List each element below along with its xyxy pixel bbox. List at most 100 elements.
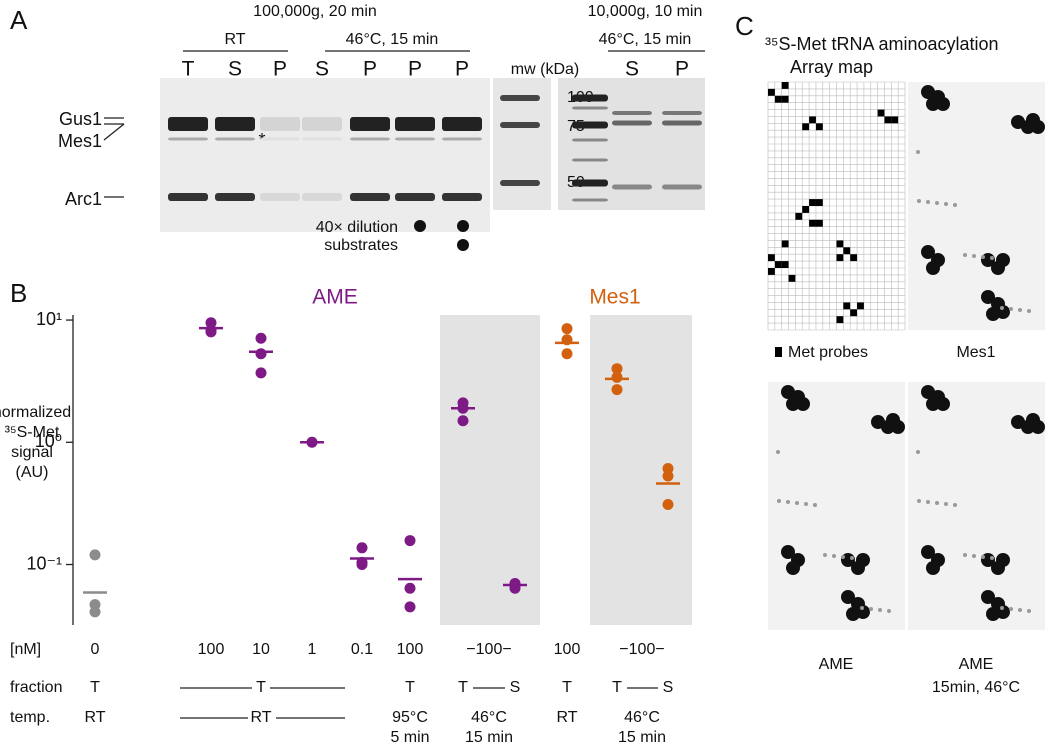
header: 10,000g, 10 min [588, 3, 703, 20]
data-point [561, 323, 573, 335]
array-spot [936, 397, 950, 411]
group-label: RT [224, 31, 245, 48]
gel-band [572, 121, 608, 129]
gel-band [215, 137, 255, 141]
array-spot [1018, 308, 1022, 312]
legend-marker [775, 347, 782, 357]
array-spot [869, 607, 873, 611]
data-point [404, 601, 416, 613]
y-axis-label: signal [11, 444, 53, 461]
array-spot [916, 450, 920, 454]
array-spot [860, 606, 864, 610]
label: P [363, 58, 377, 81]
y-tick-label: 10¹ [36, 309, 62, 329]
array-spot [781, 545, 795, 559]
array-spot [981, 255, 985, 259]
probe-cell [843, 302, 851, 310]
probe-cell [836, 316, 844, 324]
annotation: Mes1 [589, 286, 640, 309]
array-spot [786, 397, 800, 411]
gel-band [395, 117, 435, 131]
array-spot [917, 199, 921, 203]
gel-band [662, 184, 702, 190]
data-point [255, 367, 267, 379]
array-spot [981, 555, 985, 559]
row-cell: T [612, 679, 622, 696]
row-cell: RT [250, 709, 271, 726]
probe-cell [768, 254, 775, 262]
array-spot [1009, 607, 1013, 611]
gel-band [302, 137, 342, 141]
y-axis-label: ³⁵S-Met [5, 424, 60, 441]
gel-band [662, 120, 702, 126]
probe-cell [809, 219, 816, 227]
gel-band [572, 106, 608, 110]
probe-cell [815, 199, 823, 206]
array-spot [944, 202, 948, 206]
array-spot [953, 503, 957, 507]
row-label: temp. [10, 709, 50, 726]
caption: Mes1 [956, 344, 995, 361]
row-cell: −100− [619, 641, 664, 658]
array-spot [917, 499, 921, 503]
condition: substrates [324, 237, 398, 254]
condition: 40× dilution [316, 219, 398, 236]
data-point [662, 470, 674, 482]
row-cell: T [562, 679, 572, 696]
row-label: [nM] [10, 641, 41, 658]
array-spot [926, 561, 940, 575]
row-cell: 5 min [390, 729, 429, 746]
gel [160, 78, 490, 232]
y-tick-label: 10⁻¹ [26, 553, 62, 573]
row-cell: 10 [252, 641, 270, 658]
row-cell: 15 min [465, 729, 513, 746]
probe-cell [781, 261, 789, 268]
array-spot [935, 501, 939, 505]
label: T [182, 58, 195, 81]
array-spot [935, 201, 939, 205]
probe-cell [768, 268, 775, 275]
array-spot [936, 97, 950, 111]
panel-label: B [10, 278, 27, 308]
gel-band [572, 158, 608, 162]
row-cell: 100 [397, 641, 424, 658]
row-cell: T [256, 679, 266, 696]
row-cell: 15 min [618, 729, 666, 746]
probe-cell [891, 116, 899, 124]
gel-band [500, 122, 540, 128]
data-point [611, 371, 623, 383]
data-point [255, 348, 267, 360]
probe-cell [877, 109, 885, 117]
probe-cell [781, 240, 789, 248]
row-cell: 95°C [392, 709, 428, 726]
gel-band [350, 193, 390, 201]
panel-label: C [735, 11, 754, 41]
array-spot [990, 256, 994, 260]
label: S [228, 58, 242, 81]
probe-cell [815, 123, 823, 131]
array-spot [926, 261, 940, 275]
array-spot [850, 556, 854, 560]
gel-band [302, 117, 342, 131]
data-point [89, 549, 101, 561]
gel-band [350, 117, 390, 131]
array-spot [1026, 113, 1040, 127]
row-label: fraction [10, 679, 62, 696]
panel-title: ³⁵S-Met tRNA aminoacylation [765, 34, 999, 54]
label: S [625, 58, 639, 81]
probe-cell [809, 199, 816, 206]
row-cell: 46°C [624, 709, 660, 726]
row-cell: 100 [554, 641, 581, 658]
array-spot [1027, 309, 1031, 313]
caption: AME [819, 656, 854, 673]
array-spot [996, 553, 1010, 567]
array-spot [795, 501, 799, 505]
gel-band [572, 138, 608, 142]
gel-band [572, 179, 608, 187]
gel-band [260, 193, 300, 201]
data-point [356, 559, 368, 571]
gel-band [215, 117, 255, 131]
row-cell: T [458, 679, 468, 696]
probe-cell [781, 82, 789, 89]
